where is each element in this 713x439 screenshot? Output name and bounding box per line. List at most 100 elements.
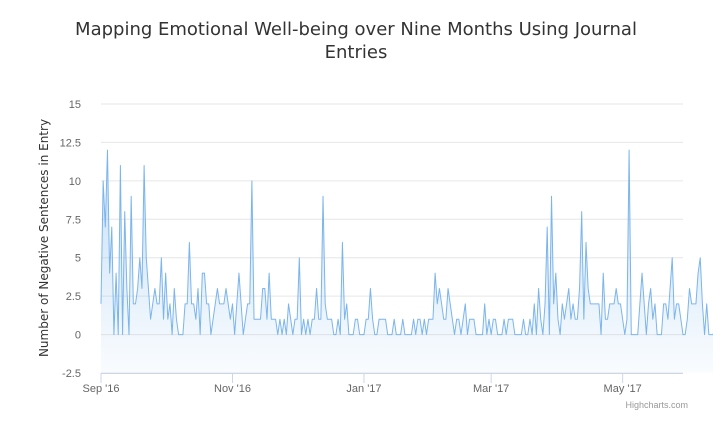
data-point[interactable] xyxy=(274,318,276,320)
data-point[interactable] xyxy=(296,318,298,320)
data-point[interactable] xyxy=(227,303,229,305)
data-point[interactable] xyxy=(701,303,703,305)
data-point[interactable] xyxy=(171,333,173,335)
data-point[interactable] xyxy=(458,318,460,320)
data-point[interactable] xyxy=(354,318,356,320)
data-point[interactable] xyxy=(121,333,123,335)
data-point[interactable] xyxy=(184,303,186,305)
data-point[interactable] xyxy=(318,318,320,320)
data-point[interactable] xyxy=(615,287,617,289)
data-point[interactable] xyxy=(113,333,115,335)
data-point[interactable] xyxy=(395,333,397,335)
data-point[interactable] xyxy=(244,318,246,320)
data-point[interactable] xyxy=(326,318,328,320)
data-point[interactable] xyxy=(449,303,451,305)
data-point[interactable] xyxy=(585,241,587,243)
data-point[interactable] xyxy=(261,287,263,289)
data-point[interactable] xyxy=(647,303,649,305)
data-point[interactable] xyxy=(412,318,414,320)
data-point[interactable] xyxy=(115,272,117,274)
data-point[interactable] xyxy=(257,318,259,320)
data-point[interactable] xyxy=(356,318,358,320)
data-point[interactable] xyxy=(188,241,190,243)
data-point[interactable] xyxy=(294,318,296,320)
data-point[interactable] xyxy=(606,318,608,320)
data-point[interactable] xyxy=(281,333,283,335)
data-point[interactable] xyxy=(322,195,324,197)
data-point[interactable] xyxy=(447,287,449,289)
data-point[interactable] xyxy=(703,333,705,335)
data-point[interactable] xyxy=(270,318,272,320)
data-point[interactable] xyxy=(619,303,621,305)
data-point[interactable] xyxy=(100,303,102,305)
data-point[interactable] xyxy=(667,318,669,320)
data-point[interactable] xyxy=(190,303,192,305)
data-point[interactable] xyxy=(509,318,511,320)
data-point[interactable] xyxy=(154,287,156,289)
data-point[interactable] xyxy=(130,195,132,197)
data-point[interactable] xyxy=(423,318,425,320)
data-point[interactable] xyxy=(218,303,220,305)
data-point[interactable] xyxy=(531,333,533,335)
data-point[interactable] xyxy=(268,272,270,274)
data-point[interactable] xyxy=(690,303,692,305)
data-point[interactable] xyxy=(246,303,248,305)
data-point[interactable] xyxy=(302,318,304,320)
data-point[interactable] xyxy=(451,318,453,320)
data-point[interactable] xyxy=(430,318,432,320)
data-point[interactable] xyxy=(330,318,332,320)
data-point[interactable] xyxy=(197,287,199,289)
data-point[interactable] xyxy=(175,318,177,320)
data-point[interactable] xyxy=(259,318,261,320)
data-point[interactable] xyxy=(139,257,141,259)
data-point[interactable] xyxy=(393,318,395,320)
data-point[interactable] xyxy=(518,333,520,335)
data-point[interactable] xyxy=(613,303,615,305)
data-point[interactable] xyxy=(578,287,580,289)
data-point[interactable] xyxy=(160,257,162,259)
data-point[interactable] xyxy=(410,333,412,335)
data-point[interactable] xyxy=(652,318,654,320)
data-point[interactable] xyxy=(348,333,350,335)
data-point[interactable] xyxy=(378,318,380,320)
data-point[interactable] xyxy=(298,257,300,259)
data-point[interactable] xyxy=(548,333,550,335)
data-point[interactable] xyxy=(660,333,662,335)
data-point[interactable] xyxy=(238,272,240,274)
data-point[interactable] xyxy=(602,272,604,274)
data-point[interactable] xyxy=(421,333,423,335)
data-point[interactable] xyxy=(128,333,130,335)
data-point[interactable] xyxy=(677,303,679,305)
data-point[interactable] xyxy=(337,318,339,320)
data-point[interactable] xyxy=(367,318,369,320)
data-point[interactable] xyxy=(611,303,613,305)
data-point[interactable] xyxy=(591,303,593,305)
data-point[interactable] xyxy=(384,318,386,320)
data-point[interactable] xyxy=(501,333,503,335)
data-point[interactable] xyxy=(132,303,134,305)
data-point[interactable] xyxy=(399,333,401,335)
data-point[interactable] xyxy=(149,318,151,320)
data-point[interactable] xyxy=(201,272,203,274)
data-point[interactable] xyxy=(436,303,438,305)
data-point[interactable] xyxy=(559,333,561,335)
data-point[interactable] xyxy=(516,333,518,335)
data-point[interactable] xyxy=(229,318,231,320)
data-point[interactable] xyxy=(339,333,341,335)
data-point[interactable] xyxy=(695,303,697,305)
data-point[interactable] xyxy=(550,195,552,197)
data-point[interactable] xyxy=(438,287,440,289)
data-point[interactable] xyxy=(665,303,667,305)
data-point[interactable] xyxy=(473,318,475,320)
data-point[interactable] xyxy=(483,303,485,305)
data-point[interactable] xyxy=(374,333,376,335)
data-point[interactable] xyxy=(164,272,166,274)
data-point[interactable] xyxy=(143,164,145,166)
data-point[interactable] xyxy=(680,318,682,320)
data-point[interactable] xyxy=(583,318,585,320)
data-point[interactable] xyxy=(216,287,218,289)
data-point[interactable] xyxy=(264,287,266,289)
data-point[interactable] xyxy=(494,318,496,320)
data-point[interactable] xyxy=(499,333,501,335)
data-point[interactable] xyxy=(475,333,477,335)
